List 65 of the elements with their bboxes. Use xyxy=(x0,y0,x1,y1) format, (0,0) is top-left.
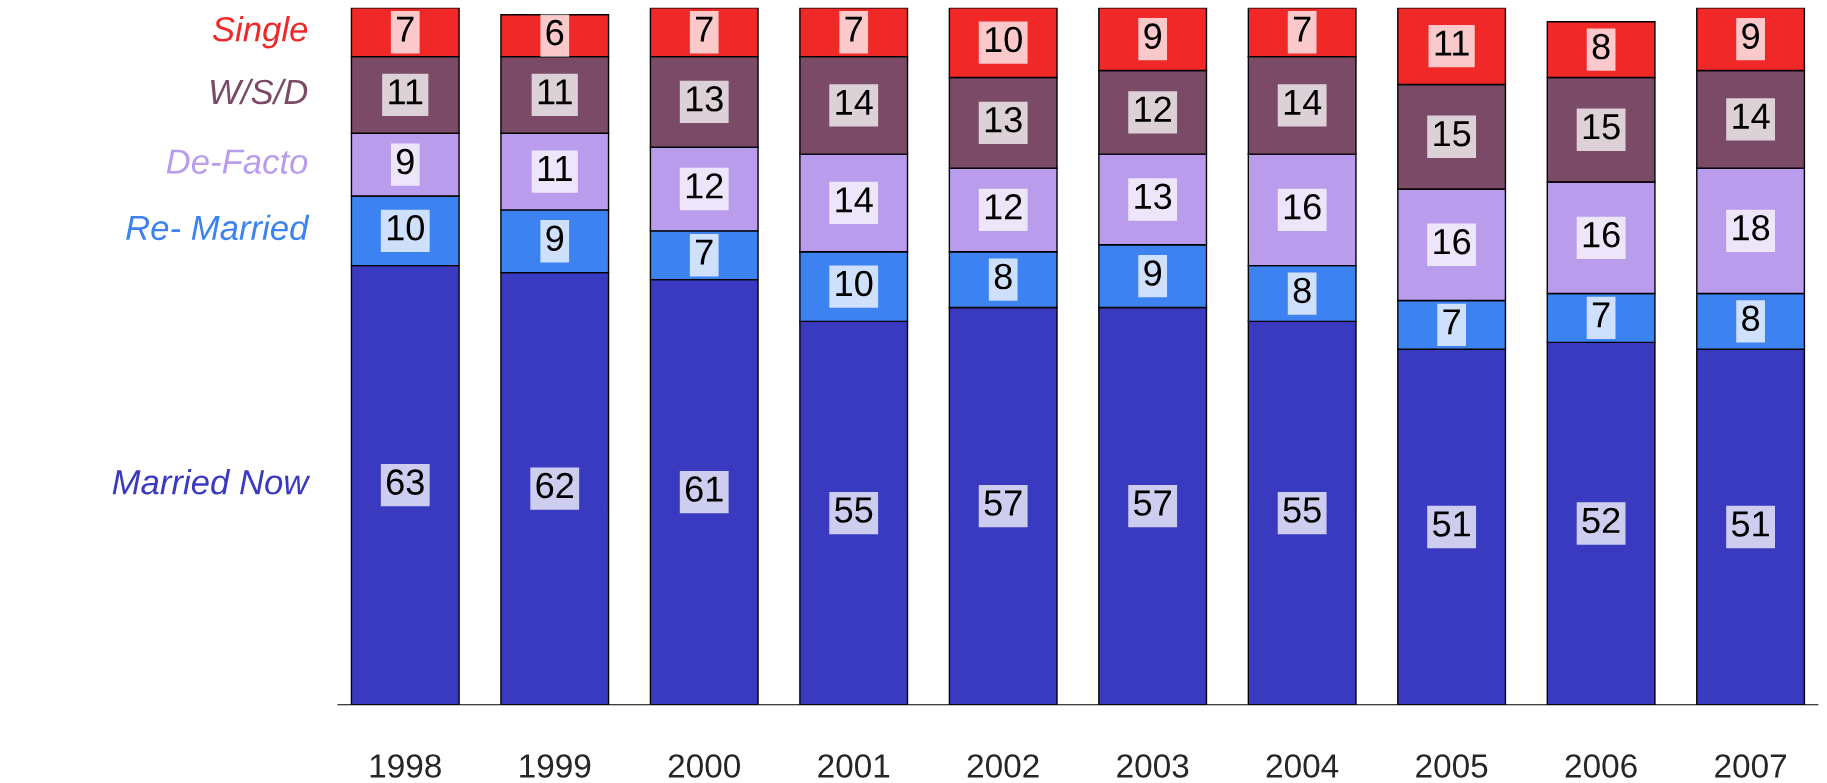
data-label: 9 xyxy=(546,225,564,251)
data-label: 9 xyxy=(1144,260,1161,286)
data-label: 7 xyxy=(1293,16,1311,42)
data-label: 7 xyxy=(397,16,414,42)
x-tick-label: 2005 xyxy=(1416,754,1488,778)
data-label: 14 xyxy=(1733,103,1770,129)
data-label: 11 xyxy=(1435,30,1469,56)
data-label: 16 xyxy=(1434,228,1471,255)
data-label: 61 xyxy=(685,476,723,502)
data-label: 55 xyxy=(835,497,873,523)
data-label: 7 xyxy=(1592,302,1610,328)
x-tick-label: 1999 xyxy=(520,754,591,778)
data-label: 16 xyxy=(1284,194,1321,220)
data-label: 9 xyxy=(1144,23,1161,49)
data-label: 10 xyxy=(985,26,1022,53)
series-label: De-Facto xyxy=(166,149,308,174)
x-tick-label: 2006 xyxy=(1565,754,1637,778)
data-label: 9 xyxy=(396,148,414,175)
x-tick-label: 2000 xyxy=(668,754,740,778)
series-label: Re- Married xyxy=(126,214,310,241)
data-label: 12 xyxy=(985,194,1022,220)
data-label: 8 xyxy=(994,263,1012,290)
x-tick-label: 2003 xyxy=(1117,754,1189,778)
data-label: 63 xyxy=(387,469,424,495)
data-label: 8 xyxy=(1592,33,1610,60)
data-label: 57 xyxy=(984,490,1022,516)
series-label: Single xyxy=(212,16,308,49)
data-label: 7 xyxy=(696,239,713,265)
data-label: 16 xyxy=(1583,221,1620,248)
data-label: 7 xyxy=(1443,309,1460,335)
data-label: 11 xyxy=(389,79,423,105)
x-tick-label: 2002 xyxy=(967,754,1039,778)
data-label: 57 xyxy=(1134,490,1171,516)
series-label: Married Now xyxy=(112,469,311,495)
data-label: 15 xyxy=(1583,114,1620,140)
series-label: W/S/D xyxy=(211,78,308,105)
x-tick-label: 2001 xyxy=(818,754,890,778)
data-label: 51 xyxy=(1433,511,1470,537)
data-label: 13 xyxy=(985,106,1022,133)
data-label: 6 xyxy=(546,19,564,46)
data-label: 15 xyxy=(1434,121,1471,147)
data-label: 18 xyxy=(1733,214,1770,241)
data-label: 10 xyxy=(836,270,873,297)
data-label: 12 xyxy=(686,173,723,199)
data-label: 52 xyxy=(1582,507,1620,534)
x-tick-label: 2007 xyxy=(1715,754,1787,778)
data-label: 7 xyxy=(845,16,862,42)
x-tick-label: 1998 xyxy=(370,754,441,778)
data-label: 51 xyxy=(1731,511,1769,537)
data-label: 7 xyxy=(696,16,713,42)
data-label: 9 xyxy=(1742,23,1759,49)
data-label: 11 xyxy=(538,79,572,105)
data-label: 14 xyxy=(836,187,873,213)
data-label: 62 xyxy=(536,472,574,499)
data-label: 11 xyxy=(538,156,572,181)
data-label: 55 xyxy=(1283,497,1321,523)
data-label: 8 xyxy=(1742,305,1760,332)
data-label: 12 xyxy=(1135,96,1171,122)
data-label: 13 xyxy=(1135,183,1172,210)
data-label: 14 xyxy=(1284,89,1322,115)
x-tick-label: 2004 xyxy=(1266,754,1339,778)
data-label: 13 xyxy=(686,86,723,112)
data-label: 8 xyxy=(1293,277,1311,304)
data-label: 10 xyxy=(387,214,424,241)
data-label: 14 xyxy=(836,89,873,115)
